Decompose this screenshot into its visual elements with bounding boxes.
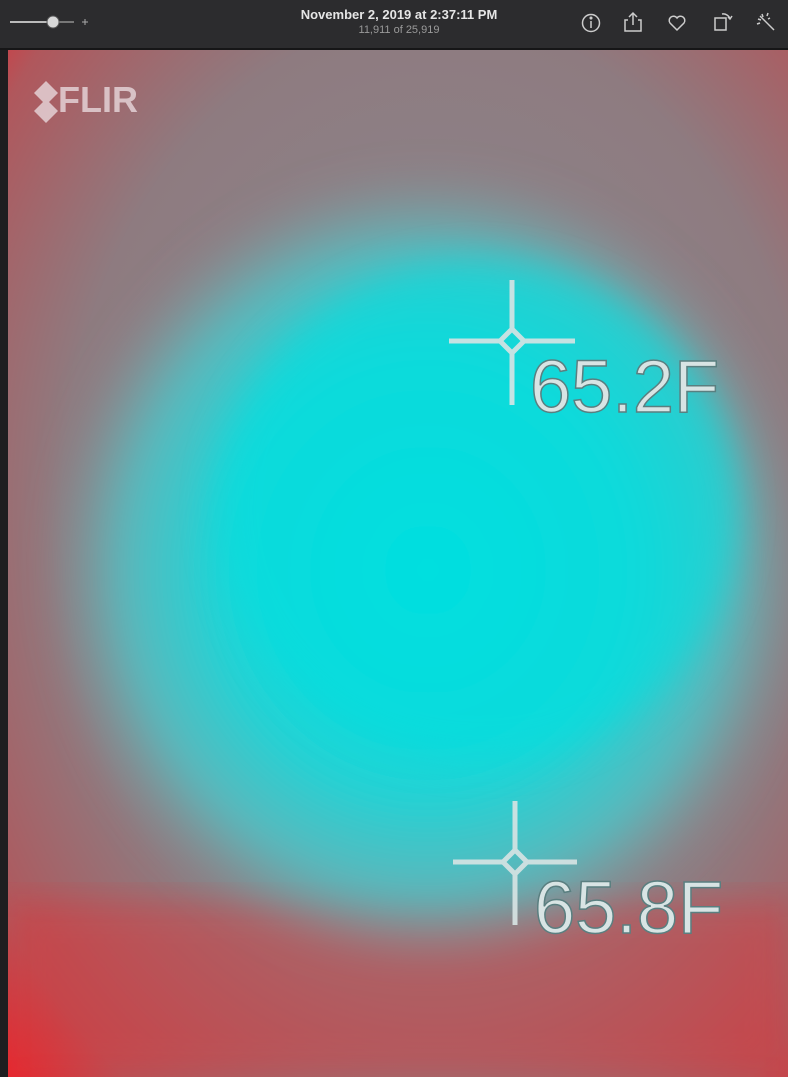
- thermal-image: FLIR 65.2F 65.8F: [8, 50, 788, 1077]
- cool-core: [218, 260, 738, 760]
- toolbar-icons: [10, 11, 775, 33]
- rotate-button[interactable]: [714, 13, 733, 31]
- enhance-button[interactable]: [756, 12, 775, 31]
- temperature-reading: 65.8F: [534, 866, 723, 949]
- info-button[interactable]: [581, 13, 601, 33]
- photo-count: 11,911 of 25,919: [358, 24, 440, 36]
- share-button[interactable]: [624, 11, 642, 32]
- crosshair: [453, 801, 577, 925]
- toolbar: November 2, 2019 at 2:37:11 PM 11,911 of…: [0, 0, 788, 50]
- zoom-slider[interactable]: [10, 15, 88, 29]
- logo-text: FLIR: [58, 79, 138, 120]
- crosshair: [449, 280, 575, 405]
- photo-date: November 2, 2019 at 2:37:11 PM: [300, 7, 498, 22]
- favorite-button[interactable]: [668, 15, 686, 32]
- flir-logo: FLIR: [34, 79, 138, 123]
- temperature-reading: 65.2F: [530, 345, 719, 428]
